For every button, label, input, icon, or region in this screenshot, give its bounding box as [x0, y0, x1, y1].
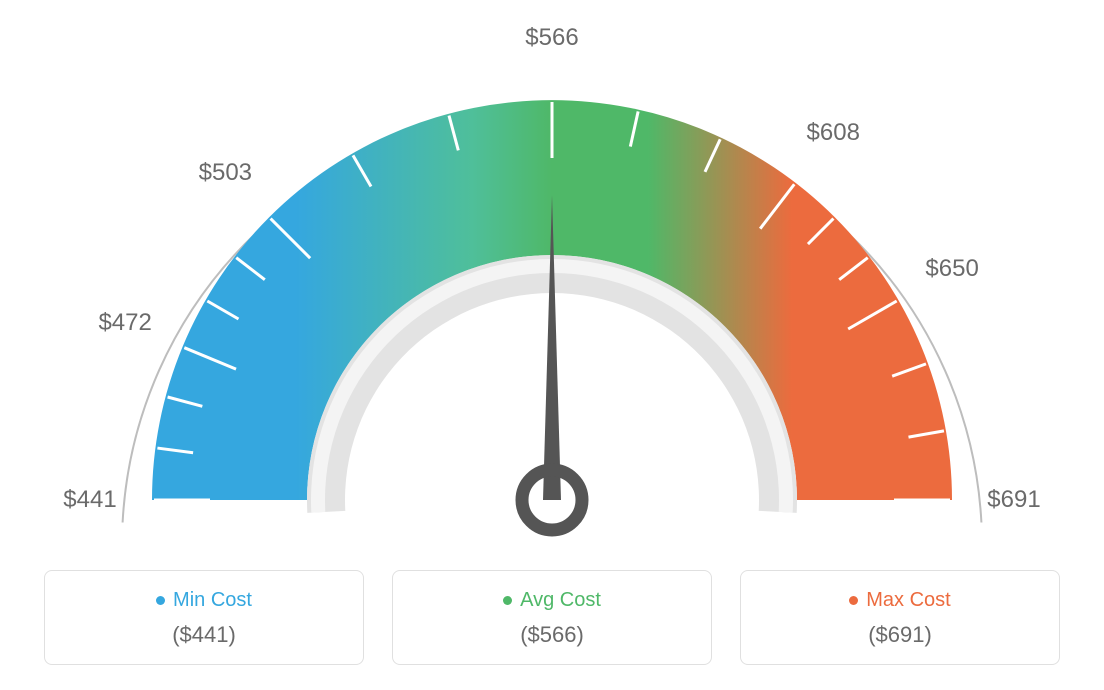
gauge-tick-label: $691	[987, 486, 1040, 514]
gauge-tick-label: $608	[807, 119, 860, 147]
dot-icon	[503, 596, 512, 605]
legend-max-value: ($691)	[751, 622, 1049, 648]
gauge-tick-label: $441	[63, 486, 116, 514]
dot-icon	[156, 596, 165, 605]
legend-max-title: Max Cost	[849, 589, 950, 612]
legend-max-cost: Max Cost ($691)	[740, 570, 1060, 665]
gauge-tick-label: $503	[199, 159, 252, 187]
gauge-tick-label: $566	[525, 24, 578, 52]
gauge-tick-label: $650	[925, 255, 978, 283]
gauge-tick-label: $472	[98, 309, 151, 337]
dot-icon	[849, 596, 858, 605]
legend-avg-title: Avg Cost	[503, 589, 601, 612]
legend-avg-cost: Avg Cost ($566)	[392, 570, 712, 665]
legend-max-label: Max Cost	[866, 589, 950, 612]
legend-row: Min Cost ($441) Avg Cost ($566) Max Cost…	[0, 570, 1104, 665]
legend-avg-label: Avg Cost	[520, 589, 601, 612]
cost-gauge: $441 $472 $503 $566 $608 $650 $691	[0, 0, 1104, 560]
legend-min-title: Min Cost	[156, 589, 252, 612]
legend-min-label: Min Cost	[173, 589, 252, 612]
legend-min-value: ($441)	[55, 622, 353, 648]
legend-avg-value: ($566)	[403, 622, 701, 648]
legend-min-cost: Min Cost ($441)	[44, 570, 364, 665]
